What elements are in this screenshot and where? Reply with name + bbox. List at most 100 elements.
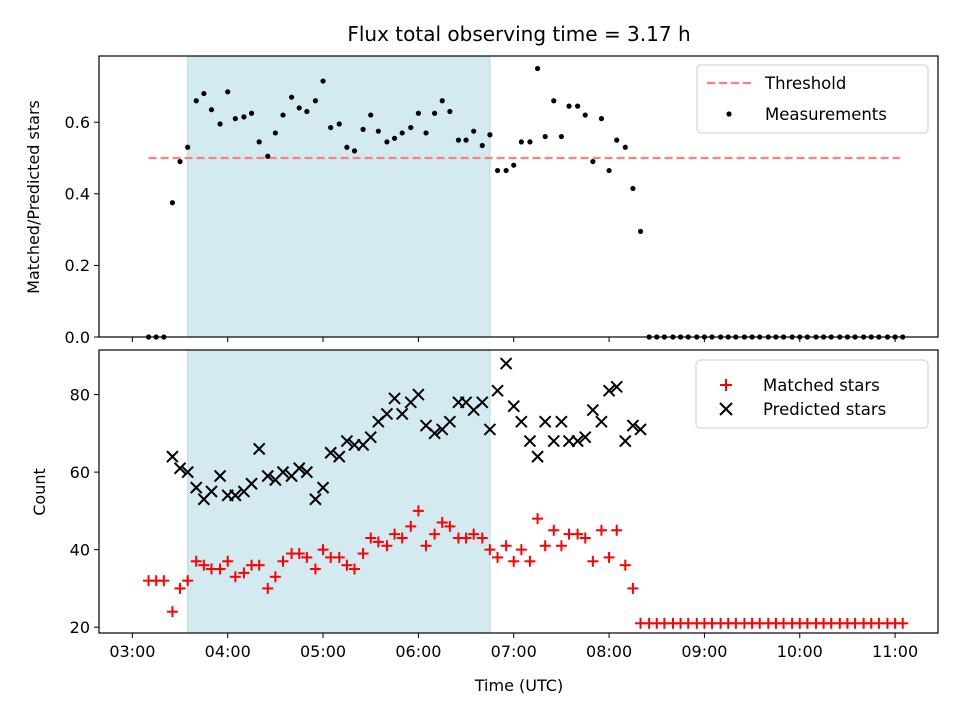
- measurement-point: [463, 137, 469, 143]
- predicted-marker-b: [538, 415, 552, 428]
- measurement-point: [248, 110, 255, 116]
- predicted-star-point: [300, 465, 314, 479]
- predicted-marker-b: [626, 419, 640, 432]
- predicted-marker-b: [499, 357, 513, 370]
- measurement-point: [415, 110, 421, 116]
- measurement-point: [288, 94, 295, 100]
- predicted-marker-b: [515, 415, 528, 428]
- x-tick-label: 10:00: [777, 642, 823, 661]
- matched-star-point: [166, 606, 178, 618]
- measurement-point: [399, 130, 405, 136]
- matched-star-point: [897, 617, 909, 629]
- legend-matched-label: Matched stars: [763, 376, 880, 395]
- measurement-point: [614, 137, 620, 143]
- predicted-marker-b: [324, 446, 337, 459]
- predicted-star-point: [190, 481, 203, 494]
- y-tick-label: 0.2: [65, 256, 90, 275]
- matched-star-point: [396, 532, 408, 544]
- matched-star-point: [572, 528, 584, 540]
- predicted-star-point: [555, 415, 568, 428]
- measurement-point: [351, 148, 358, 154]
- matched-star-point: [587, 555, 599, 567]
- predicted-star-point: [293, 462, 306, 475]
- count-y-ticks: 20 40 60 80: [70, 385, 99, 637]
- measurement-point: [606, 167, 612, 174]
- x-tick-label: 06:00: [395, 642, 441, 661]
- matched-star-point: [524, 555, 536, 567]
- predicted-marker-b: [586, 403, 600, 417]
- matched-star-point: [190, 555, 202, 567]
- predicted-marker-b: [507, 400, 520, 413]
- measurement-point: [208, 107, 215, 113]
- y-tick-label: 0.0: [65, 328, 90, 347]
- matched-star-point: [372, 536, 384, 548]
- predicted-marker-b: [555, 415, 568, 428]
- matched-star-point: [174, 582, 186, 594]
- predicted-star-point: [213, 469, 227, 483]
- measurement-point: [272, 130, 278, 136]
- matched-star-point: [436, 517, 448, 529]
- measurement-point: [241, 114, 247, 120]
- predicted-marker-b: [428, 427, 441, 440]
- measurement-point: [487, 132, 493, 138]
- measurement-point: [320, 78, 326, 84]
- observing-span-count: [187, 349, 491, 634]
- predicted-marker-b: [333, 450, 346, 463]
- measurement-point: [312, 98, 319, 104]
- predicted-star-point: [380, 407, 394, 421]
- predicted-marker-b: [380, 407, 394, 421]
- predicted-marker-b: [395, 407, 409, 421]
- matched-star-point: [198, 559, 210, 571]
- predicted-star-point: [491, 384, 504, 397]
- predicted-marker-b: [316, 481, 330, 494]
- measurement-point: [225, 89, 231, 95]
- matched-star-point: [492, 551, 504, 563]
- measurement-point: [375, 128, 381, 134]
- predicted-star-point: [173, 462, 187, 475]
- predicted-star-point: [531, 450, 544, 463]
- measurement-point: [265, 153, 271, 159]
- x-tick-label: 09:00: [681, 642, 727, 661]
- ratio-legend: Threshold Measurements: [696, 64, 929, 134]
- measurement-point: [622, 144, 628, 150]
- predicted-star-point: [166, 450, 179, 463]
- legend-measurements-label: Measurements: [765, 105, 887, 124]
- matched-star-point: [555, 540, 567, 552]
- predicted-marker-b: [340, 434, 354, 448]
- predicted-star-point: [261, 469, 274, 483]
- predicted-star-point: [443, 415, 457, 428]
- ratio-y-axis-label: Matched/Predicted stars: [24, 100, 43, 294]
- measurement-point: [368, 112, 374, 118]
- matched-star-point: [508, 555, 520, 567]
- predicted-star-point: [571, 434, 584, 448]
- measurement-point: [423, 130, 429, 136]
- count-legend-box: [695, 359, 929, 429]
- predicted-star-point: [619, 434, 632, 448]
- matched-star-point: [539, 540, 551, 552]
- matched-star-point: [158, 575, 170, 587]
- matched-star-point: [222, 555, 234, 567]
- legend-threshold-label: Threshold: [764, 74, 846, 93]
- measurement-point: [201, 90, 207, 97]
- measurement-point: [432, 110, 438, 116]
- predicted-marker-b: [634, 423, 647, 436]
- y-tick-label: 60: [70, 463, 90, 482]
- matched-star-point: [301, 551, 313, 563]
- matched-star-point: [405, 520, 417, 532]
- matched-star-point: [532, 513, 544, 525]
- measurement-point: [193, 98, 199, 104]
- ratio-panel: 0.0 0.2 0.4 0.6 Matched/Predicted stars Thr…: [24, 55, 939, 347]
- matched-star-point: [309, 563, 321, 575]
- measurement-point: [280, 112, 286, 118]
- predicted-star-point: [634, 423, 647, 436]
- measurement-point: [256, 139, 262, 145]
- predicted-star-point: [181, 465, 194, 479]
- measurement-point: [637, 228, 644, 235]
- predicted-marker-b: [483, 423, 497, 436]
- predicted-marker-b: [579, 431, 592, 444]
- chart-title: Flux total observing time = 3.17 h: [347, 22, 690, 46]
- measurement-point: [439, 98, 445, 104]
- matched-star-point: [515, 544, 527, 556]
- measurement-point: [575, 103, 581, 109]
